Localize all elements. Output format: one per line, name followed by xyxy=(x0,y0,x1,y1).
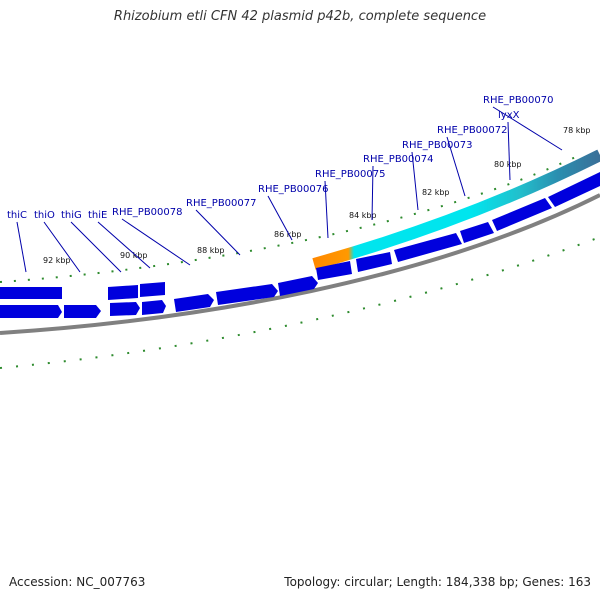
gene-leader-line xyxy=(267,195,293,241)
gene-arrow[interactable] xyxy=(0,305,62,318)
tick-label: 84 kbp xyxy=(349,211,377,220)
gene-arrow[interactable] xyxy=(64,305,101,318)
gene-leader-line xyxy=(492,106,563,151)
accession-label: Accession: NC_007763 xyxy=(9,575,146,589)
gene-label[interactable]: thiO xyxy=(34,210,55,221)
gene-arrow[interactable] xyxy=(142,300,166,315)
gene-leader-line xyxy=(411,151,419,211)
gene-arrow[interactable] xyxy=(174,294,214,312)
tick-label: 88 kbp xyxy=(197,246,225,255)
tick-label: 92 kbp xyxy=(43,256,71,265)
tick-label-group: 92 kbp 90 kbp 88 kbp 86 kbp 84 kbp 82 kbp 80 k… xyxy=(43,126,591,265)
tick-ring-inner xyxy=(0,236,600,369)
topology-summary: Topology: circular; Length: 184,338 bp; … xyxy=(284,575,591,589)
tick-label: 80 kbp xyxy=(494,160,522,169)
gene-label[interactable]: lyxX xyxy=(498,110,520,121)
gene-leader-line xyxy=(43,221,81,273)
gene-label[interactable]: thiC xyxy=(7,210,27,221)
gene-leader-line xyxy=(70,221,122,273)
gene-label-group: thiC thiO thiG thiE RHE_PB00078RHE_PB00077RH… xyxy=(7,95,563,273)
gene-arrow[interactable] xyxy=(316,261,352,280)
tick-label: 78 kbp xyxy=(563,126,591,135)
gene-label[interactable]: RHE_PB00073 xyxy=(402,140,473,151)
tick-label: 86 kbp xyxy=(274,230,302,239)
gene-label[interactable]: thiG xyxy=(61,210,82,221)
gene-label[interactable]: RHE_PB00070 xyxy=(483,95,554,106)
tick-label: 90 kbp xyxy=(120,251,148,260)
gene-arrow[interactable] xyxy=(108,285,138,300)
gene-leader-line xyxy=(16,221,27,273)
tick-ring-outer xyxy=(0,154,581,283)
gene-leader-line xyxy=(324,180,329,239)
highlight-band xyxy=(312,149,600,270)
gene-leader-line xyxy=(121,218,191,266)
gene-arrow[interactable] xyxy=(216,284,278,305)
gene-arrow[interactable] xyxy=(356,252,392,272)
gene-label[interactable]: RHE_PB00075 xyxy=(315,169,386,180)
tick-label: 82 kbp xyxy=(422,188,450,197)
gene-label[interactable]: RHE_PB00078 xyxy=(112,207,183,218)
map-title: Rhizobium etli CFN 42 plasmid p42b, comp… xyxy=(113,9,487,24)
gene-label[interactable]: RHE_PB00076 xyxy=(258,184,329,195)
gene-arrow[interactable] xyxy=(394,233,462,262)
gene-leader-line xyxy=(195,209,241,256)
gene-arrow[interactable] xyxy=(140,282,165,297)
gene-label[interactable]: RHE_PB00077 xyxy=(186,198,257,209)
gene-leader-line xyxy=(97,221,151,269)
gene-arrow[interactable] xyxy=(278,276,318,296)
gene-arrow[interactable] xyxy=(460,222,494,243)
gene-arrow[interactable] xyxy=(0,287,62,299)
gene-leader-line xyxy=(446,136,466,197)
gene-label[interactable]: RHE_PB00072 xyxy=(437,125,508,136)
gene-label[interactable]: thiE xyxy=(88,210,107,221)
gene-arrow[interactable] xyxy=(492,198,552,231)
gene-arrow[interactable] xyxy=(548,172,600,207)
gene-label[interactable]: RHE_PB00074 xyxy=(363,154,434,165)
plasmid-backbone xyxy=(0,193,600,335)
gene-leader-line xyxy=(507,121,511,181)
gene-arrow[interactable] xyxy=(110,302,140,316)
gene-leader-line xyxy=(371,165,374,221)
